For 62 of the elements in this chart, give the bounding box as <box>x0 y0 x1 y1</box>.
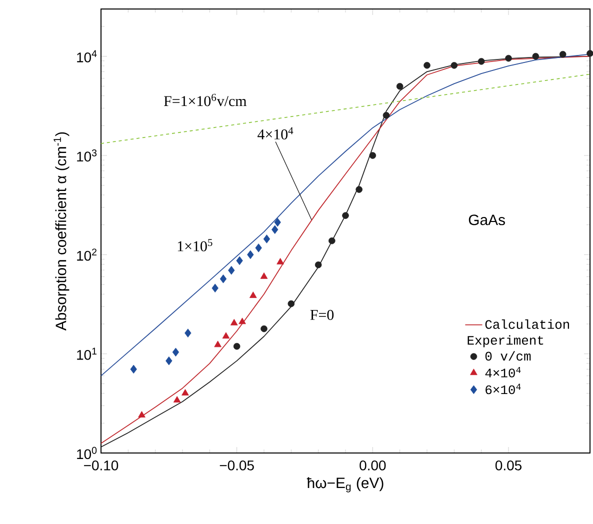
point <box>288 300 295 308</box>
point <box>222 332 230 339</box>
annotation: F=1×10$^{6}$v/cm <box>164 94 247 106</box>
legend-title: Experiment <box>468 335 544 348</box>
point <box>272 225 278 234</box>
point <box>220 274 227 284</box>
point <box>173 396 181 402</box>
x-axis-title: ħω−E$_{g}$ (eV) <box>306 477 384 492</box>
point <box>450 62 458 69</box>
point <box>255 244 262 252</box>
point <box>559 50 566 58</box>
point <box>328 237 336 244</box>
annotation: F=0 <box>310 310 334 320</box>
point <box>424 62 430 69</box>
point <box>260 272 268 279</box>
point <box>214 340 222 348</box>
point <box>505 54 512 62</box>
point <box>276 258 284 264</box>
x-tick-label: 0.05 <box>495 460 522 470</box>
y-tick-label: 10$^{3}$ <box>77 149 97 162</box>
annotation: GaAs <box>468 214 505 226</box>
y-tick-label: 10$^{2}$ <box>77 248 96 261</box>
point <box>228 266 235 275</box>
point <box>212 284 218 292</box>
point <box>172 348 180 357</box>
point <box>233 342 240 350</box>
point <box>314 261 322 268</box>
point <box>263 234 270 244</box>
legend-label: 4×10$^{4}$ <box>485 366 521 378</box>
x-tick-label: −0.10 <box>84 460 118 470</box>
point <box>274 218 281 227</box>
point <box>478 58 485 65</box>
point <box>532 52 540 60</box>
legend-label: Calculation <box>485 319 570 329</box>
point <box>369 152 376 159</box>
point <box>586 50 593 57</box>
point <box>184 328 192 338</box>
y-axis-title: Absorption coefficient α (cm$^{-1}$) <box>54 132 70 331</box>
y-tick-label: 10$^{4}$ <box>77 50 97 62</box>
point <box>396 82 404 90</box>
legend-label: 6×10$^{4}$ <box>486 384 521 394</box>
point <box>182 389 189 396</box>
x-tick-label: −0.05 <box>220 460 254 470</box>
annotation: 1×10$^{5}$ <box>178 239 212 252</box>
point <box>342 212 349 219</box>
point <box>356 186 362 193</box>
point <box>260 325 268 332</box>
point <box>166 356 172 366</box>
point <box>249 292 257 298</box>
point <box>230 318 238 326</box>
y-tick-label: 10$^{1}$ <box>77 348 97 360</box>
point <box>238 318 246 324</box>
point <box>130 364 137 374</box>
y-tick-label: 10$^{0}$ <box>77 446 97 460</box>
x-tick-label: 0.00 <box>360 460 386 470</box>
line-series <box>100 74 590 144</box>
point <box>236 256 243 266</box>
point <box>382 112 390 119</box>
point <box>138 411 146 418</box>
annotation: 4×10$^{4}$ <box>258 127 294 140</box>
point <box>247 250 254 260</box>
legend-label: 0 v/cm <box>485 351 531 361</box>
